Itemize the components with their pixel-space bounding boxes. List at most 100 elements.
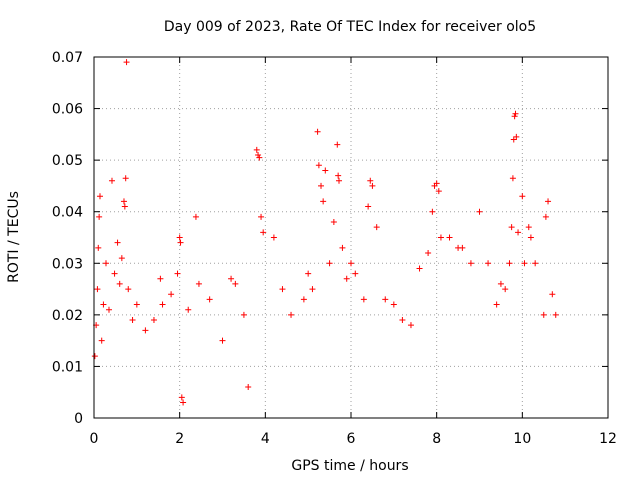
data-point	[122, 175, 129, 182]
data-point	[96, 193, 103, 200]
data-point	[260, 229, 267, 236]
data-point	[502, 286, 509, 293]
data-point	[270, 234, 277, 241]
data-point	[240, 311, 247, 318]
data-point	[253, 146, 260, 153]
data-point	[390, 301, 397, 308]
data-point	[525, 224, 532, 231]
data-point	[185, 306, 192, 313]
data-point	[157, 275, 164, 282]
data-point	[369, 182, 376, 189]
data-point	[519, 193, 526, 200]
data-point	[512, 110, 519, 117]
data-point	[111, 270, 118, 277]
data-point	[318, 182, 325, 189]
data-point	[335, 172, 342, 179]
x-tick-label: 6	[347, 431, 356, 447]
data-point	[437, 234, 444, 241]
axis-ticks	[93, 56, 609, 419]
data-point	[159, 301, 166, 308]
data-point	[105, 306, 112, 313]
data-point	[540, 311, 547, 318]
data-point	[256, 154, 263, 161]
data-point	[365, 203, 372, 210]
data-point	[435, 188, 442, 195]
chart-title: Day 009 of 2023, Rate Of TEC Index for r…	[164, 19, 536, 35]
y-tick-label: 0.04	[52, 205, 83, 221]
y-tick-label: 0.05	[52, 153, 83, 169]
data-point	[96, 213, 103, 220]
data-point	[367, 177, 374, 184]
x-tick-label: 8	[432, 431, 441, 447]
data-point	[320, 198, 327, 205]
data-point	[373, 224, 380, 231]
y-tick-labels: 0 0.01 0.02 0.03 0.04 0.05 0.06 0.07	[52, 50, 83, 427]
data-point	[515, 229, 522, 236]
y-tick-label: 0.02	[52, 308, 83, 324]
data-point	[258, 213, 265, 220]
y-axis-label: ROTI / TECUs	[6, 191, 22, 283]
data-point	[527, 234, 534, 241]
data-point	[330, 219, 337, 226]
data-point	[336, 177, 343, 184]
data-point	[326, 260, 333, 267]
x-tick-label: 0	[90, 431, 99, 447]
data-point	[532, 260, 539, 267]
x-tick-label: 10	[513, 431, 531, 447]
y-tick-label: 0	[74, 411, 83, 427]
data-point	[142, 327, 149, 334]
y-tick-label: 0.01	[52, 359, 83, 375]
data-point	[94, 286, 101, 293]
data-point	[315, 162, 322, 169]
x-axis-label: GPS time / hours	[291, 458, 408, 474]
data-point	[429, 208, 436, 215]
data-point	[192, 213, 199, 220]
data-point	[446, 234, 453, 241]
data-point	[219, 337, 226, 344]
data-point	[255, 151, 262, 158]
data-point	[407, 322, 414, 329]
data-point	[114, 239, 121, 246]
data-point	[334, 141, 341, 148]
data-point	[509, 175, 516, 182]
y-tick-label: 0.07	[52, 50, 83, 66]
data-point	[552, 311, 559, 318]
data-point	[102, 260, 109, 267]
data-point	[121, 203, 128, 210]
data-point	[228, 275, 235, 282]
x-tick-label: 2	[175, 431, 184, 447]
data-points	[91, 59, 559, 406]
data-point	[232, 280, 239, 287]
data-point	[118, 255, 125, 262]
data-point	[168, 291, 175, 298]
data-point	[314, 128, 321, 135]
data-point	[513, 133, 520, 140]
x-tick-label: 4	[261, 431, 270, 447]
y-tick-label: 0.06	[52, 102, 83, 118]
data-point	[133, 301, 140, 308]
data-point	[352, 270, 359, 277]
data-point	[300, 296, 307, 303]
y-tick-label: 0.03	[52, 256, 83, 272]
data-point	[476, 208, 483, 215]
data-point	[120, 198, 127, 205]
data-point	[485, 260, 492, 267]
data-point	[91, 353, 98, 360]
data-point	[95, 244, 102, 251]
data-point	[459, 244, 466, 251]
data-point	[125, 286, 132, 293]
data-point	[116, 280, 123, 287]
data-point	[511, 113, 518, 120]
data-point	[123, 59, 130, 66]
data-point	[206, 296, 213, 303]
data-point	[433, 180, 440, 187]
data-point	[309, 286, 316, 293]
data-point	[100, 301, 107, 308]
data-point	[178, 394, 185, 401]
data-point	[339, 244, 346, 251]
data-point	[129, 317, 136, 324]
data-point	[542, 213, 549, 220]
data-point	[108, 177, 115, 184]
data-point	[508, 224, 515, 231]
data-point	[425, 249, 432, 256]
